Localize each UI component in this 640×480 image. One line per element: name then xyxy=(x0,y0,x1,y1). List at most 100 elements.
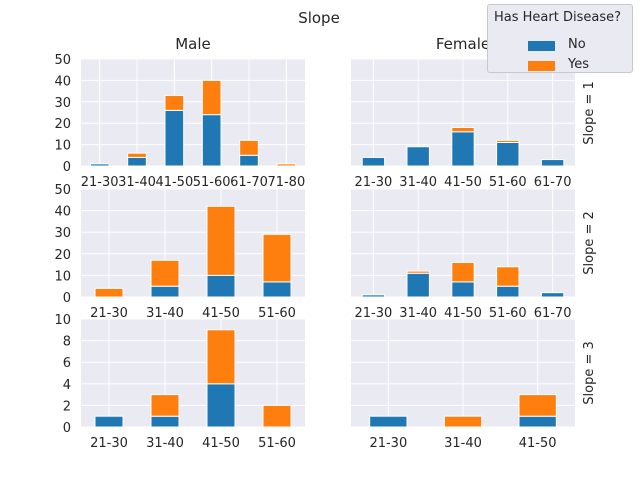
bar-yes-41-50 xyxy=(206,205,236,276)
legend-swatch-no xyxy=(528,41,555,51)
x-tick-label: 61-70 xyxy=(534,306,572,321)
x-tick-label: 21-30 xyxy=(90,436,128,451)
x-tick-label: 31-40 xyxy=(399,306,437,321)
bar-no-41-50 xyxy=(451,131,475,167)
y-tick-label: 50 xyxy=(54,183,71,198)
bar-yes-41-50 xyxy=(451,261,475,283)
bar-yes-41-50 xyxy=(206,329,236,385)
y-tick-label: 4 xyxy=(63,378,71,393)
x-tick-label: 41-50 xyxy=(444,306,482,321)
y-tick-label: 20 xyxy=(54,248,71,263)
bar-no-51-60 xyxy=(201,114,222,167)
x-tick-label: 31-40 xyxy=(444,436,482,451)
x-tick-label: 21-30 xyxy=(355,306,393,321)
bar-no-51-60 xyxy=(496,141,520,167)
x-tick-label: 51-60 xyxy=(489,175,527,190)
y-tick-label: 40 xyxy=(54,74,71,89)
y-tick-label: 30 xyxy=(54,96,71,111)
x-tick-label: 21-30 xyxy=(355,175,393,190)
panel-row2-col1: 0 10 20 30 40 50 21-30 31-40 41-50 51-60 xyxy=(54,183,305,321)
legend-label-no: No xyxy=(568,37,586,52)
bar-yes-51-60 xyxy=(262,404,292,428)
y-tick-label: 0 xyxy=(63,421,71,436)
bar-no-61-70 xyxy=(540,159,565,167)
x-tick-label: 41-50 xyxy=(155,175,193,190)
y-tick-label: 8 xyxy=(63,335,71,350)
bar-no-41-50 xyxy=(518,415,557,428)
panel-row1-col2: 21-30 31-40 41-50 51-60 61-70 xyxy=(351,58,575,190)
bar-yes-41-50 xyxy=(451,126,475,133)
bar-no-61-70 xyxy=(239,154,259,167)
bar-no-31-40 xyxy=(127,156,147,167)
panel-row3-col2: 21-30 31-40 41-50 xyxy=(351,318,575,451)
bar-no-21-30 xyxy=(361,156,386,167)
bar-no-21-30 xyxy=(361,294,386,298)
bar-no-31-40 xyxy=(150,285,180,298)
bar-yes-41-50 xyxy=(518,394,557,417)
x-tick-label: 71-80 xyxy=(267,175,305,190)
bar-yes-51-60 xyxy=(496,266,520,287)
y-tick-label: 0 xyxy=(63,160,71,175)
bar-yes-51-60 xyxy=(496,139,520,143)
figure-title: Slope xyxy=(298,9,340,27)
x-tick-label: 31-40 xyxy=(118,175,156,190)
x-tick-label: 21-30 xyxy=(369,436,407,451)
y-tick-label: 10 xyxy=(54,313,71,328)
bar-no-51-60 xyxy=(496,285,520,298)
bar-yes-51-60 xyxy=(262,233,292,283)
column-title-female: Female xyxy=(436,35,490,53)
y-tick-label: 10 xyxy=(54,269,71,284)
x-tick-label: 41-50 xyxy=(202,436,240,451)
x-tick-label: 31-40 xyxy=(146,436,184,451)
bar-no-41-50 xyxy=(206,383,236,428)
column-title-male: Male xyxy=(175,35,211,53)
bar-yes-31-40 xyxy=(443,415,483,428)
panel-row1-col1: 0 10 20 30 40 50 21-30 31-40 41-50 51-60 61-70 71-8… xyxy=(54,53,305,190)
x-tick-label: 31-40 xyxy=(146,306,184,321)
y-tick-label: 20 xyxy=(54,117,71,132)
y-tick-label: 10 xyxy=(54,139,71,154)
x-tick-label: 41-50 xyxy=(519,436,557,451)
y-tick-label: 40 xyxy=(54,205,71,220)
y-tick-label: 6 xyxy=(63,356,71,371)
legend-label-yes: Yes xyxy=(568,57,589,72)
x-tick-label: 51-60 xyxy=(193,175,231,190)
panel-row2-col2: 21-30 31-40 41-50 51-60 61-70 xyxy=(351,188,575,321)
y-tick-label: 0 xyxy=(63,291,71,306)
y-tick-label: 2 xyxy=(63,399,71,414)
x-tick-label: 51-60 xyxy=(258,306,296,321)
bar-yes-31-40 xyxy=(406,270,430,274)
legend-title: Has Heart Disease? xyxy=(494,10,621,25)
x-tick-label: 21-30 xyxy=(90,306,128,321)
bar-yes-31-40 xyxy=(150,259,180,287)
bar-no-21-30 xyxy=(369,415,408,428)
x-tick-label: 61-70 xyxy=(534,175,572,190)
bar-yes-31-40 xyxy=(150,394,180,417)
bar-no-31-40 xyxy=(406,272,430,298)
x-tick-label: 51-60 xyxy=(258,436,296,451)
row-title-slope-3: Slope = 3 xyxy=(582,341,597,405)
bar-yes-21-30 xyxy=(94,287,124,298)
bar-no-21-30 xyxy=(94,415,124,428)
bar-no-51-60 xyxy=(262,281,292,298)
bar-yes-41-50 xyxy=(164,94,185,111)
y-tick-label: 30 xyxy=(54,226,71,241)
row-title-slope-1: Slope = 1 xyxy=(582,81,597,145)
legend: Has Heart Disease? No Yes xyxy=(487,4,633,73)
x-tick-label: 61-70 xyxy=(230,175,268,190)
bar-no-41-50 xyxy=(451,281,475,298)
bar-no-61-70 xyxy=(540,292,565,298)
x-tick-label: 41-50 xyxy=(202,306,240,321)
bar-no-31-40 xyxy=(150,415,180,428)
bar-yes-51-60 xyxy=(201,79,222,116)
bar-no-31-40 xyxy=(406,146,430,167)
x-tick-label: 21-30 xyxy=(81,175,119,190)
x-tick-label: 31-40 xyxy=(399,175,437,190)
legend-swatch-yes xyxy=(528,61,555,71)
bar-yes-31-40 xyxy=(127,152,147,158)
panel-background xyxy=(81,59,305,166)
x-tick-label: 51-60 xyxy=(489,306,527,321)
panel-row3-col1: 0 2 4 6 8 10 21-30 31-40 41-50 51-60 xyxy=(54,313,305,451)
